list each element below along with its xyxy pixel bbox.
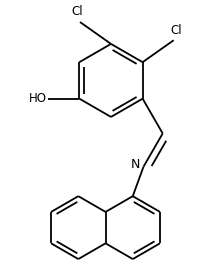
Text: Cl: Cl: [72, 5, 83, 18]
Text: HO: HO: [29, 92, 47, 105]
Text: Cl: Cl: [170, 24, 182, 37]
Text: N: N: [131, 158, 140, 171]
